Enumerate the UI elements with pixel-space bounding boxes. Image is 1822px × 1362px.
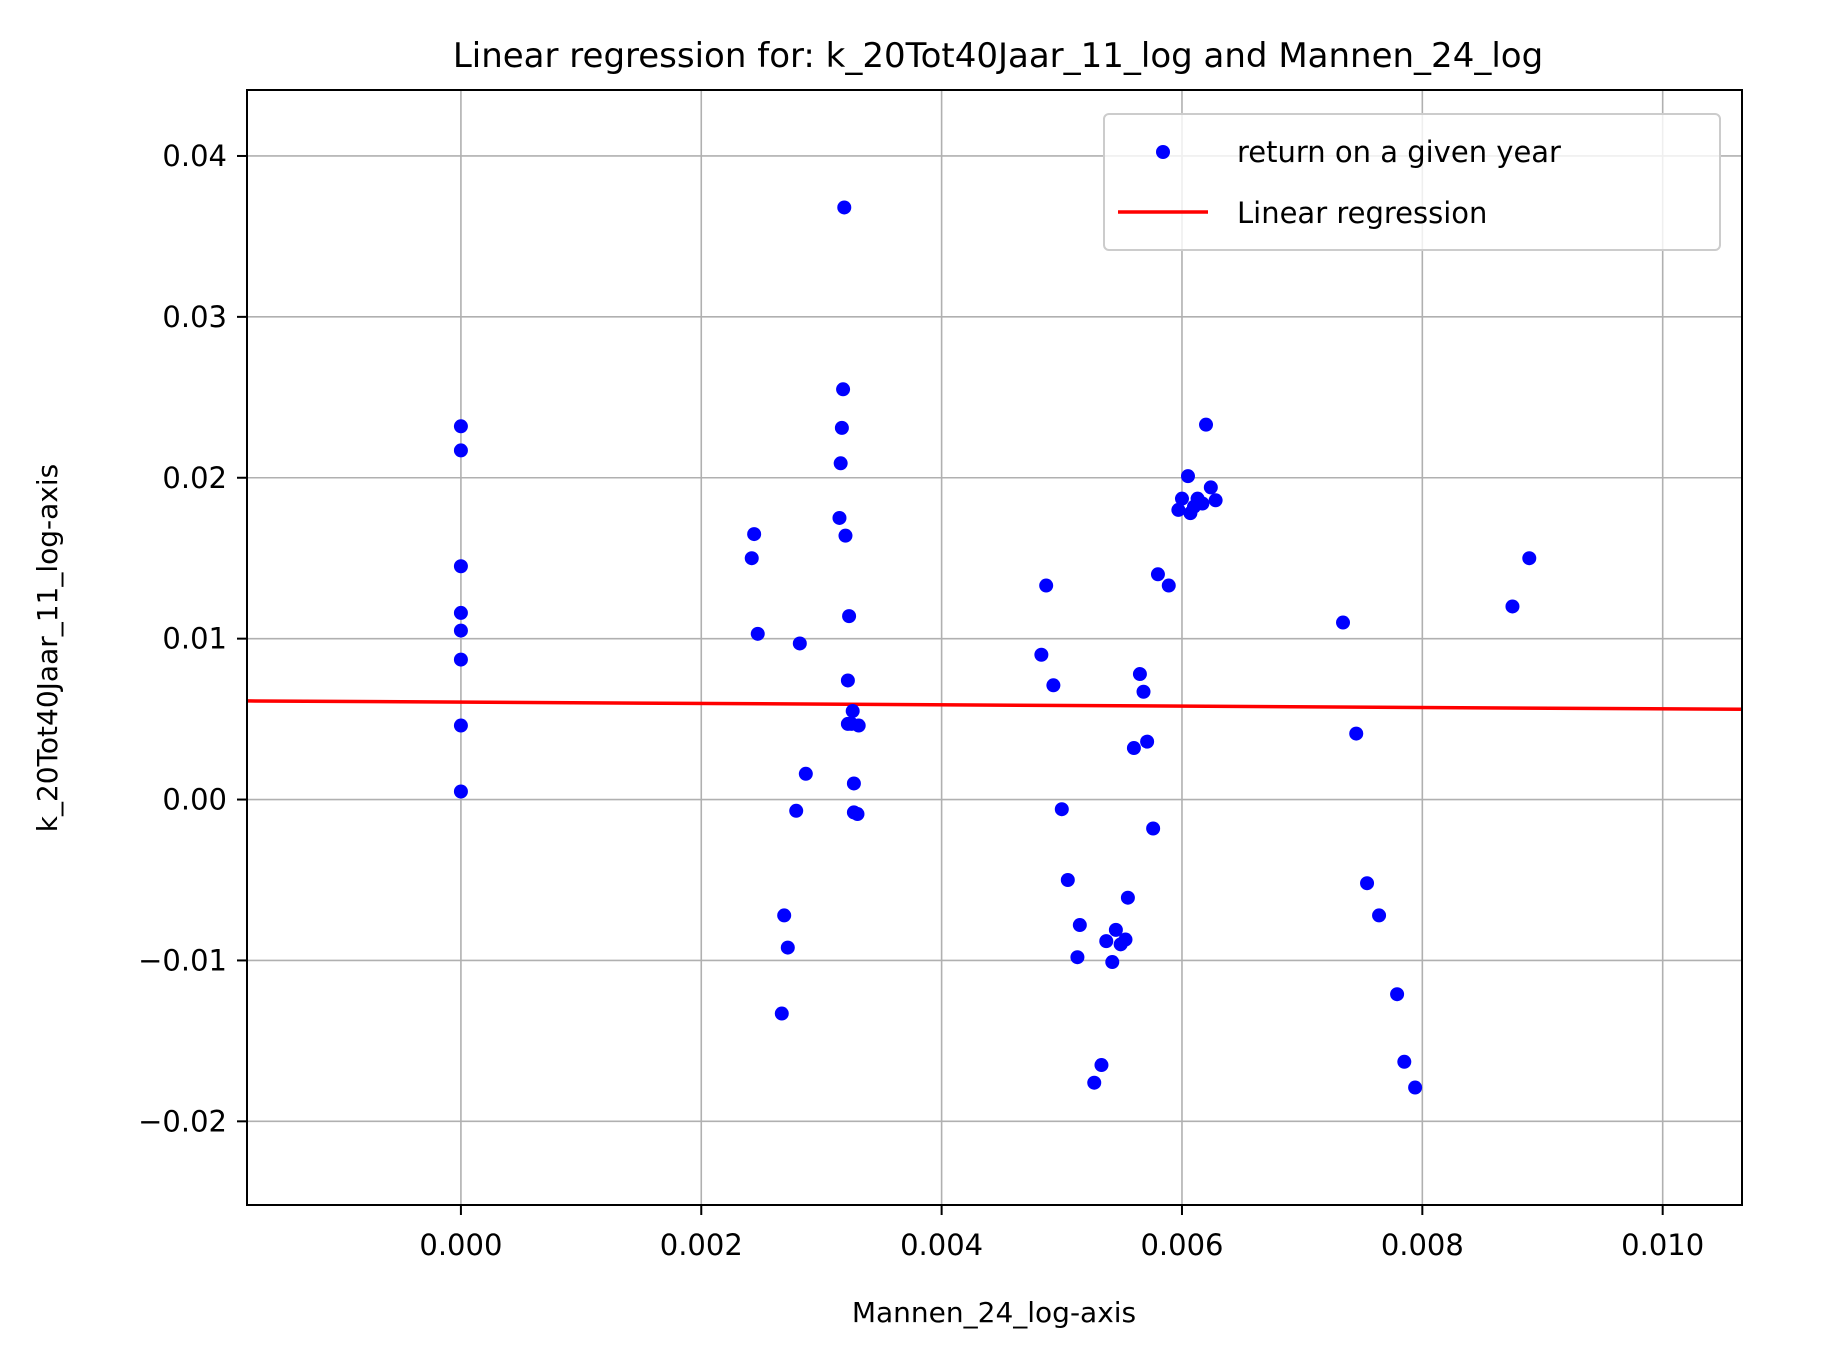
legend: return on a given year Linear regression	[1103, 113, 1721, 251]
scatter-point	[1108, 922, 1123, 937]
grid	[247, 90, 1742, 1205]
scatter-point	[1171, 502, 1186, 517]
y-tick-label: 0.03	[162, 300, 227, 334]
scatter-point	[1146, 821, 1161, 836]
scatter-point	[836, 382, 851, 397]
legend-label-scatter: return on a given year	[1237, 135, 1561, 169]
scatter-point	[780, 940, 795, 955]
scatter-point	[1505, 599, 1520, 614]
scatter-points	[453, 200, 1537, 1095]
scatter-point	[453, 419, 468, 434]
scatter-point	[1060, 872, 1075, 887]
scatter-point	[1522, 551, 1537, 566]
scatter-point	[1094, 1058, 1109, 1073]
x-tick-label: 0.004	[900, 1228, 983, 1262]
scatter-point	[837, 200, 852, 215]
scatter-point	[1072, 918, 1087, 933]
scatter-point	[453, 443, 468, 458]
scatter-point	[850, 807, 865, 822]
scatter-point	[453, 784, 468, 799]
scatter-point	[1105, 955, 1120, 970]
scatter-point	[842, 609, 857, 624]
x-tick-label: 0.010	[1621, 1228, 1704, 1262]
legend-box	[1103, 113, 1721, 251]
scatter-point	[851, 718, 866, 733]
scatter-point	[744, 551, 759, 566]
scatter-point	[453, 652, 468, 667]
scatter-point	[747, 527, 762, 542]
scatter-point	[798, 766, 813, 781]
scatter-point	[792, 636, 807, 651]
x-axis-label: Mannen_24_log-axis	[852, 1296, 1136, 1329]
scatter-point	[1203, 480, 1218, 495]
scatter-point	[1126, 741, 1141, 756]
scatter-point	[1336, 615, 1351, 630]
scatter-point	[1208, 493, 1223, 508]
y-tick-label: 0.02	[162, 461, 227, 495]
scatter-point	[1174, 491, 1189, 506]
scatter-point	[1349, 726, 1364, 741]
scatter-point	[832, 510, 847, 525]
scatter-point	[1180, 469, 1195, 484]
scatter-point	[1132, 667, 1147, 682]
scatter-point	[833, 456, 848, 471]
scatter-point	[838, 528, 853, 543]
scatter-point	[1195, 496, 1210, 511]
x-tick-label: 0.000	[419, 1228, 502, 1262]
scatter-point	[1390, 987, 1405, 1002]
x-tick-label: 0.006	[1140, 1228, 1223, 1262]
scatter-point	[1150, 567, 1165, 582]
scatter-point	[1372, 908, 1387, 923]
scatter-point	[1360, 876, 1375, 891]
scatter-point	[453, 623, 468, 638]
scatter-point	[1199, 417, 1214, 432]
plot-frame	[246, 89, 1743, 1206]
regression-line	[246, 699, 1743, 712]
scatter-point	[1034, 647, 1049, 662]
y-tick-label: 0.00	[162, 783, 227, 817]
scatter-point	[1118, 932, 1133, 947]
scatter-point	[846, 776, 861, 791]
x-tick-label: 0.008	[1381, 1228, 1464, 1262]
chart-title: Linear regression for: k_20Tot40Jaar_11_…	[453, 36, 1543, 76]
scatter-point	[1397, 1054, 1412, 1069]
scatter-point	[774, 1006, 789, 1021]
scatter-point	[840, 673, 855, 688]
scatter-point	[1161, 578, 1176, 593]
scatter-point	[1054, 802, 1069, 817]
scatter-point	[1070, 950, 1085, 965]
scatter-point	[1140, 734, 1155, 749]
legend-label-regression: Linear regression	[1237, 196, 1487, 230]
x-axis-ticks: 0.000 0.002 0.004 0.006 0.008 0.010	[419, 1205, 1704, 1262]
scatter-point	[777, 908, 792, 923]
scatter-point	[453, 605, 468, 620]
scatter-point	[845, 704, 860, 719]
scatter-point	[1120, 890, 1135, 905]
scatter-point	[1087, 1075, 1102, 1090]
y-tick-label: 0.04	[162, 139, 227, 173]
scatter-point	[453, 559, 468, 574]
legend-scatter-marker	[1156, 145, 1170, 159]
scatter-point	[1136, 684, 1151, 699]
scatter-point	[750, 626, 765, 641]
y-axis-label: k_20Tot40Jaar_11_log-axis	[31, 464, 64, 833]
regression-layer	[246, 699, 1743, 712]
y-tick-label: −0.02	[138, 1104, 227, 1138]
scatter-point	[1039, 578, 1054, 593]
scatter-point	[789, 803, 804, 818]
scatter-point	[1046, 678, 1061, 693]
y-tick-label: 0.01	[162, 622, 227, 656]
scatter-point	[1099, 934, 1114, 949]
scatter-point	[1408, 1080, 1423, 1095]
x-tick-label: 0.002	[660, 1228, 743, 1262]
scatter-point	[834, 420, 849, 435]
y-tick-label: −0.01	[138, 943, 227, 977]
scatter-point	[453, 718, 468, 733]
y-axis-ticks: −0.02 −0.01 0.00 0.01 0.02 0.03 0.04	[138, 139, 247, 1138]
plot-area	[247, 90, 1742, 1205]
